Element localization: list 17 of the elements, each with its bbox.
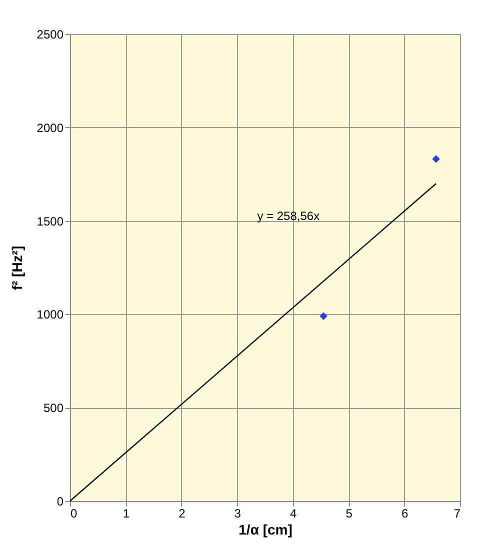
annotation: y = 258,56x	[257, 209, 320, 224]
y-axis-title: f² [Hz²]	[8, 246, 25, 290]
y-tick-label: 2500	[36, 28, 64, 42]
x-axis-title: 1/α [cm]	[238, 522, 292, 538]
x-tick-label: 4	[290, 506, 298, 520]
x-tick-label: 0	[70, 506, 78, 520]
y-tick-label: 500	[43, 401, 64, 416]
x-tick-label: 6	[401, 506, 408, 520]
x-tick-label: 1	[122, 506, 130, 520]
y-tick-label: 1000	[36, 308, 64, 322]
x-tick-label: 7	[454, 506, 461, 520]
y-tick-label: 1500	[36, 214, 64, 228]
x-tick-label: 5	[346, 506, 353, 520]
y-tick-label: 0	[56, 494, 64, 508]
y-tick-label: 2000	[36, 120, 64, 135]
x-tick-label: 2	[178, 506, 186, 520]
x-tick-label: 3	[234, 506, 242, 520]
